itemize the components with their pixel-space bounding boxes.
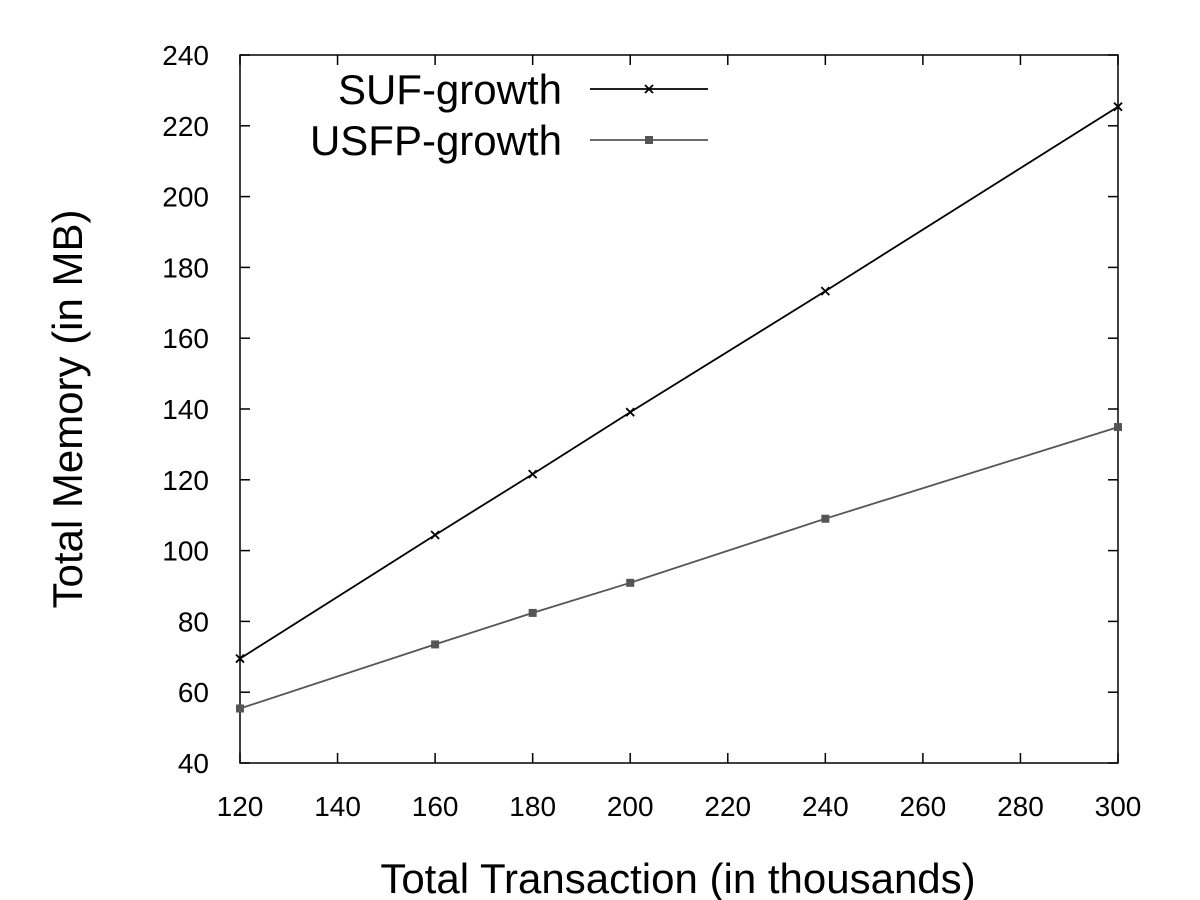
data-point xyxy=(528,469,538,479)
data-point xyxy=(821,514,830,523)
x-axis: 120 140 160 180 200 220 240 260 280 300 xyxy=(217,55,1142,822)
y-tick-label: 200 xyxy=(162,182,209,213)
series-layer xyxy=(235,102,1123,713)
data-point xyxy=(644,84,654,94)
y-tick-label: 180 xyxy=(162,252,209,283)
y-tick-label: 60 xyxy=(178,677,209,708)
legend-label: SUF-growth xyxy=(338,66,562,113)
data-point xyxy=(236,704,244,713)
x-tick-label: 260 xyxy=(900,791,947,822)
y-tick-label: 220 xyxy=(162,111,209,142)
data-point xyxy=(1114,423,1122,432)
x-tick-label: 300 xyxy=(1095,791,1142,822)
y-tick-label: 120 xyxy=(162,465,209,496)
y-axis-title: Total Memory (in MB) xyxy=(44,209,91,608)
series-line-usfp-growth xyxy=(239,426,1119,710)
data-point xyxy=(528,608,537,617)
x-tick-label: 200 xyxy=(607,791,654,822)
data-point xyxy=(235,653,245,664)
series-line-suf-growth xyxy=(239,105,1119,660)
y-tick-label: 140 xyxy=(162,394,209,425)
x-tick-label: 280 xyxy=(997,791,1044,822)
x-tick-label: 180 xyxy=(509,791,556,822)
y-tick-label: 80 xyxy=(178,606,209,637)
y-tick-label: 100 xyxy=(162,536,209,567)
data-point xyxy=(645,136,653,144)
x-tick-label: 120 xyxy=(217,791,264,822)
y-tick-label: 40 xyxy=(178,748,209,779)
x-tick-label: 220 xyxy=(704,791,751,822)
data-point xyxy=(431,640,440,649)
data-point xyxy=(625,407,635,417)
x-axis-title: Total Transaction (in thousands) xyxy=(380,855,975,900)
data-point xyxy=(1113,102,1123,112)
data-point xyxy=(626,578,635,587)
data-point xyxy=(430,530,440,540)
y-tick-label: 240 xyxy=(162,40,209,71)
y-tick-label: 160 xyxy=(162,323,209,354)
x-tick-label: 160 xyxy=(412,791,459,822)
legend-label: USFP-growth xyxy=(310,117,562,164)
data-point xyxy=(820,286,830,296)
x-tick-label: 140 xyxy=(314,791,361,822)
y-axis: 40 60 80 100 120 140 160 180 200 220 240 xyxy=(162,40,1118,779)
x-tick-label: 240 xyxy=(802,791,849,822)
